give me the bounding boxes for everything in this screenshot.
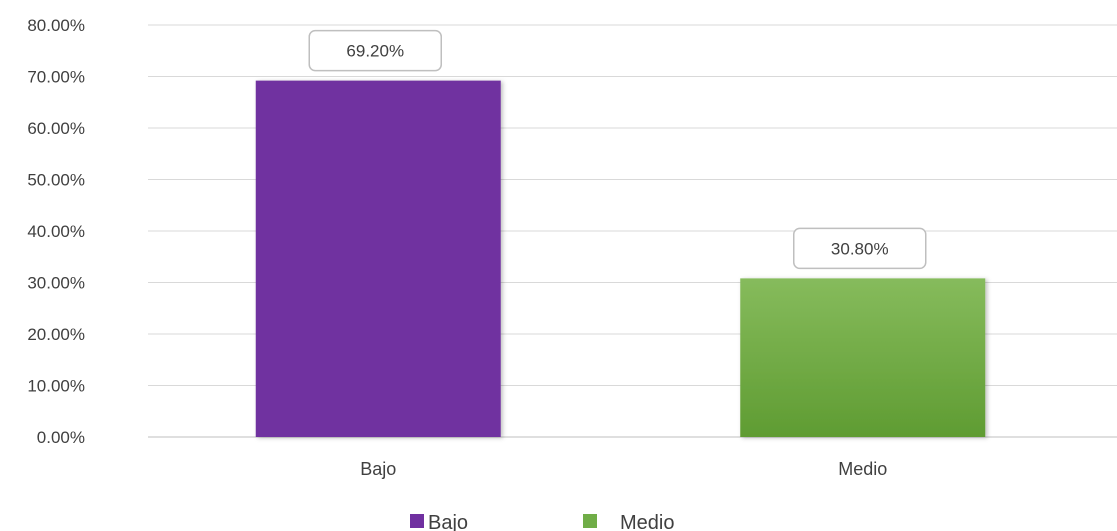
y-tick-label: 30.00% <box>27 274 85 293</box>
x-category-label: Bajo <box>360 459 396 479</box>
x-category-label: Medio <box>838 459 887 479</box>
bars: 69.20% 30.80% <box>255 29 986 438</box>
x-axis: Bajo Medio <box>360 459 887 479</box>
y-tick-label: 70.00% <box>27 68 85 87</box>
y-axis: 0.00% 10.00% 20.00% 30.00% 40.00% 50.00% 60.00… <box>27 16 85 447</box>
data-label: 69.20% <box>346 42 404 61</box>
legend-label: Medio <box>620 512 674 531</box>
y-tick-label: 0.00% <box>37 428 85 447</box>
legend-swatch-bajo <box>410 514 424 528</box>
legend-label: Bajo <box>428 512 468 531</box>
bar-bajo <box>255 80 501 438</box>
data-label-box <box>793 227 927 270</box>
y-tick-label: 20.00% <box>27 325 85 344</box>
legend: Bajo Medio <box>410 512 674 531</box>
y-tick-label: 50.00% <box>27 171 85 190</box>
data-label: 30.80% <box>831 239 889 258</box>
data-label-box <box>308 29 442 72</box>
y-tick-label: 10.00% <box>27 377 85 396</box>
y-tick-label: 40.00% <box>27 222 85 241</box>
legend-swatch-medio <box>583 514 597 528</box>
y-tick-label: 60.00% <box>27 119 85 138</box>
bar-medio <box>740 278 986 437</box>
y-tick-label: 80.00% <box>27 16 85 35</box>
